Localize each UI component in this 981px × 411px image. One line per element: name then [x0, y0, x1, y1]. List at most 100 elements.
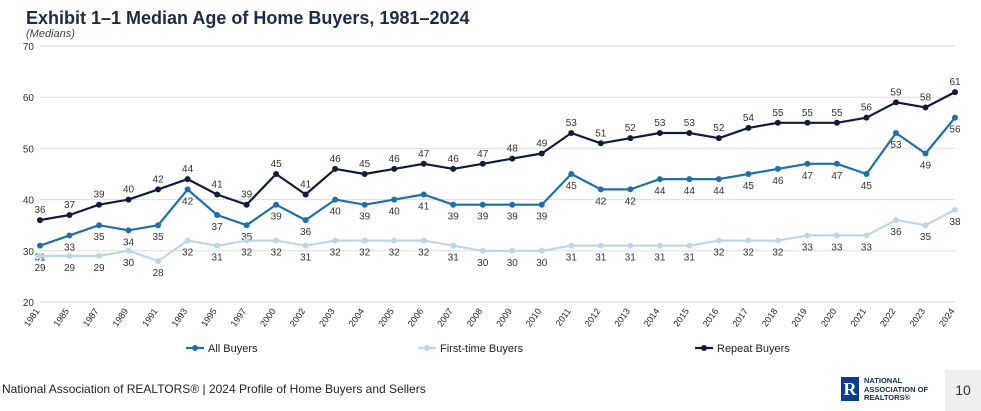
data-label: 32 — [271, 248, 283, 259]
data-label: 61 — [949, 77, 961, 88]
data-label: 33 — [64, 242, 76, 253]
data-point — [243, 237, 250, 244]
data-label: 46 — [330, 154, 342, 165]
x-tick-label: 1985 — [51, 306, 71, 328]
data-point — [627, 242, 634, 249]
data-label: 49 — [920, 161, 932, 172]
data-label: 32 — [182, 248, 194, 259]
data-label: 53 — [654, 118, 666, 129]
data-point — [509, 247, 516, 254]
data-point — [37, 242, 43, 249]
data-point — [922, 150, 929, 157]
x-tick-label: 2002 — [288, 306, 308, 328]
legend-label: All Buyers — [208, 343, 258, 355]
data-point — [627, 135, 634, 142]
x-tick-label: 2015 — [671, 306, 691, 328]
data-label: 45 — [566, 181, 578, 192]
data-label: 45 — [861, 181, 873, 192]
data-label: 51 — [595, 128, 607, 139]
data-point — [833, 160, 840, 167]
chart-subtitle: (Medians) — [26, 28, 75, 40]
data-point — [125, 227, 132, 234]
data-label: 30 — [477, 258, 489, 269]
logo-text: NATIONAL ASSOCIATION OF REALTORS® — [864, 376, 928, 403]
data-point — [715, 135, 722, 142]
data-point — [450, 242, 457, 249]
data-point — [863, 114, 870, 121]
x-tick-label: 1987 — [81, 306, 101, 328]
legend-label: First-time Buyers — [440, 343, 524, 355]
data-label: 31 — [300, 253, 312, 264]
data-label: 35 — [93, 232, 105, 243]
data-point — [892, 130, 899, 137]
data-label: 52 — [625, 123, 637, 134]
data-point — [450, 201, 457, 208]
data-point — [479, 160, 486, 167]
page-number: 10 — [945, 370, 981, 411]
data-label: 32 — [359, 248, 371, 259]
data-label: 36 — [890, 227, 902, 238]
data-label: 45 — [359, 159, 371, 170]
data-label: 45 — [271, 159, 283, 170]
x-tick-label: 2020 — [819, 306, 839, 328]
data-label: 31 — [684, 253, 696, 264]
data-label: 55 — [831, 108, 843, 119]
data-label: 32 — [389, 248, 401, 259]
data-point — [302, 242, 309, 249]
x-tick-label: 1993 — [170, 306, 190, 328]
x-tick-label: 1981 — [22, 306, 42, 328]
data-label: 33 — [831, 242, 843, 253]
data-point — [804, 160, 811, 167]
data-label: 29 — [34, 263, 46, 274]
y-tick-label: 60 — [23, 93, 35, 104]
data-label: 29 — [64, 263, 76, 274]
data-point — [273, 171, 280, 177]
data-label: 42 — [153, 174, 165, 185]
data-label: 42 — [625, 196, 637, 207]
y-tick-label: 70 — [23, 42, 35, 53]
data-point — [125, 196, 132, 203]
data-label: 31 — [595, 253, 607, 264]
data-label: 30 — [536, 258, 548, 269]
data-label: 32 — [772, 248, 784, 259]
data-label: 56 — [949, 125, 961, 136]
data-label: 31 — [448, 253, 460, 264]
data-label: 40 — [330, 207, 342, 218]
data-point — [833, 232, 840, 239]
y-tick-label: 30 — [23, 247, 35, 258]
data-point — [509, 155, 516, 162]
data-point — [568, 130, 575, 137]
x-tick-label: 1997 — [229, 306, 249, 328]
data-point — [420, 191, 427, 198]
data-label: 28 — [153, 268, 165, 279]
y-tick-label: 50 — [23, 144, 35, 155]
data-label: 39 — [359, 212, 371, 223]
data-label: 39 — [448, 212, 460, 223]
data-label: 53 — [684, 118, 696, 129]
data-label: 59 — [890, 87, 902, 98]
data-point — [273, 201, 280, 208]
line-chart: 20 30 40 50 60 70 1981 1985 1987 1989 1991 1993 1995… — [22, 42, 961, 355]
x-tick-label: 1995 — [199, 306, 219, 328]
data-point — [184, 176, 191, 183]
data-point — [420, 160, 427, 167]
data-label: 38 — [949, 217, 961, 228]
data-label: 41 — [300, 179, 312, 190]
data-point — [568, 171, 575, 177]
data-label: 35 — [920, 232, 932, 243]
data-label: 36 — [300, 227, 312, 238]
data-label: 32 — [743, 248, 755, 259]
data-point — [214, 191, 221, 198]
x-tick-label: 2024 — [937, 306, 957, 328]
data-label: 35 — [153, 232, 165, 243]
x-tick-label: 2009 — [494, 306, 514, 328]
chart-title: Exhibit 1–1 Median Age of Home Buyers, 1… — [26, 8, 470, 28]
data-label: 56 — [861, 103, 873, 114]
data-label: 32 — [713, 248, 725, 259]
data-label: 40 — [389, 207, 401, 218]
data-label: 42 — [595, 196, 607, 207]
data-point — [361, 237, 368, 244]
x-tick-label: 2016 — [701, 306, 721, 328]
data-point — [597, 186, 604, 193]
data-point — [391, 196, 398, 203]
